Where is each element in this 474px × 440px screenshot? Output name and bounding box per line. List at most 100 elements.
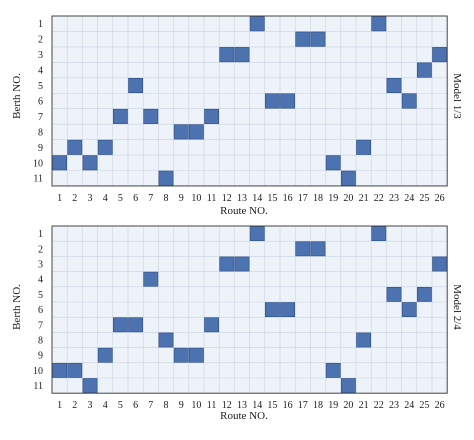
assigned-cell — [264, 93, 280, 109]
assigned-cell — [143, 271, 159, 287]
y-tick-label: 3 — [38, 50, 43, 61]
assigned-cell — [52, 155, 67, 171]
x-tick-label: 17 — [298, 400, 308, 411]
y-tick-label: 6 — [38, 305, 43, 316]
x-tick-label: 21 — [359, 400, 369, 411]
assigned-cell — [295, 31, 311, 47]
y-tick-label: 10 — [33, 366, 43, 377]
x-tick-label: 13 — [237, 400, 247, 411]
assigned-cell — [356, 139, 371, 155]
y-tick-label: 2 — [38, 244, 43, 255]
assigned-cell — [249, 226, 265, 241]
x-tick-label: 4 — [103, 400, 108, 411]
assigned-cell — [82, 155, 98, 171]
y-tick-label: 7 — [38, 320, 43, 331]
assigned-cell — [386, 78, 402, 94]
assigned-cell — [234, 256, 250, 272]
assigned-cell — [189, 124, 204, 140]
assigned-cell — [158, 332, 174, 348]
x-tick-label: 10 — [191, 193, 201, 204]
assigned-cell — [97, 139, 113, 155]
x-tick-label: 11 — [207, 193, 217, 204]
assigned-cell — [340, 170, 356, 186]
assigned-cell — [416, 62, 432, 78]
assigned-cell — [325, 155, 341, 171]
x-tick-label: 16 — [283, 400, 293, 411]
x-tick-label: 8 — [164, 400, 169, 411]
model-label: Model 2/4 — [451, 284, 463, 330]
assigned-cell — [295, 241, 311, 257]
assigned-cell — [432, 47, 447, 63]
assigned-cell — [371, 16, 387, 32]
assigned-cell — [340, 378, 356, 393]
assigned-cell — [280, 302, 295, 317]
y-tick-label: 6 — [38, 96, 43, 107]
plot-frame — [51, 225, 448, 394]
assigned-cell — [401, 93, 417, 109]
x-tick-label: 23 — [389, 193, 399, 204]
x-tick-label: 8 — [164, 193, 169, 204]
x-tick-label: 4 — [103, 193, 108, 204]
x-tick-label: 15 — [267, 400, 277, 411]
x-tick-label: 10 — [191, 400, 201, 411]
x-tick-label: 9 — [179, 193, 184, 204]
assigned-cell — [371, 226, 387, 241]
assigned-cell — [264, 302, 280, 317]
assigned-cell — [416, 286, 432, 302]
x-tick-label: 7 — [148, 400, 153, 411]
x-tick-label: 20 — [343, 193, 353, 204]
plot-frame — [51, 15, 448, 187]
x-tick-label: 17 — [298, 193, 308, 204]
assigned-cell — [173, 347, 189, 363]
y-tick-label: 5 — [38, 81, 43, 92]
y-tick-label: 1 — [38, 19, 43, 30]
x-tick-label: 3 — [88, 400, 93, 411]
x-tick-label: 1 — [57, 400, 62, 411]
y-tick-label: 7 — [38, 112, 43, 123]
assigned-cell — [325, 362, 341, 378]
assigned-cell — [401, 302, 417, 317]
x-tick-label: 22 — [374, 400, 384, 411]
x-tick-label: 24 — [404, 193, 414, 204]
y-tick-label: 8 — [38, 336, 43, 347]
assigned-cell — [310, 241, 326, 257]
y-tick-label: 10 — [33, 158, 43, 169]
assigned-cell — [234, 47, 250, 63]
y-tick-label: 4 — [38, 66, 43, 77]
assigned-cell — [97, 347, 113, 363]
x-tick-label: 19 — [328, 400, 338, 411]
x-tick-label: 14 — [252, 193, 262, 204]
y-tick-label: 8 — [38, 127, 43, 138]
assigned-cell — [432, 256, 447, 272]
assigned-cell — [52, 362, 67, 378]
y-tick-label: 2 — [38, 35, 43, 46]
assigned-cell — [158, 170, 174, 186]
x-tick-label: 7 — [148, 193, 153, 204]
x-tick-label: 25 — [419, 400, 429, 411]
assigned-cell — [67, 362, 83, 378]
assigned-cell — [219, 47, 235, 63]
assigned-cell — [386, 286, 402, 302]
assigned-cell — [113, 108, 128, 124]
x-tick-label: 24 — [404, 400, 414, 411]
y-tick-label: 1 — [38, 229, 43, 240]
assigned-cell — [189, 347, 204, 363]
x-tick-label: 12 — [222, 193, 232, 204]
x-tick-label: 23 — [389, 400, 399, 411]
x-tick-label: 18 — [313, 400, 323, 411]
x-tick-label: 2 — [72, 193, 77, 204]
y-tick-label: 11 — [33, 174, 43, 185]
assigned-cell — [356, 332, 371, 348]
x-tick-label: 21 — [359, 193, 369, 204]
model-label: Model 1/3 — [451, 73, 463, 119]
x-tick-label: 3 — [88, 193, 93, 204]
assigned-cell — [204, 108, 219, 124]
x-tick-label: 5 — [118, 400, 123, 411]
y-tick-label: 11 — [33, 381, 43, 392]
y-axis-label: Berth NO. — [11, 284, 23, 330]
x-tick-label: 6 — [133, 400, 138, 411]
assigned-cell — [310, 31, 326, 47]
x-tick-label: 26 — [435, 400, 445, 411]
x-tick-label: 1 — [57, 193, 62, 204]
